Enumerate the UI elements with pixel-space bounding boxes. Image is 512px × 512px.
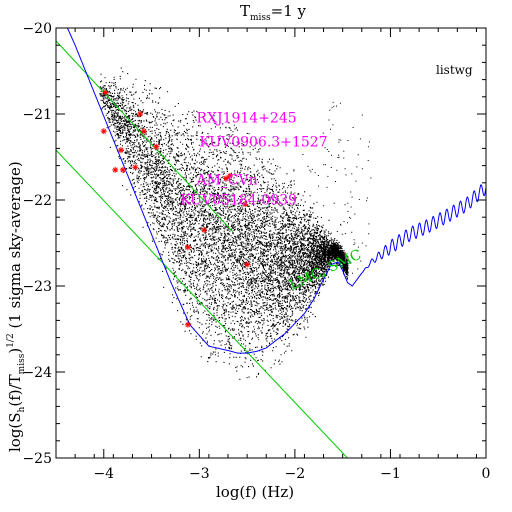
y-label-p4: miss — [17, 353, 27, 374]
y-tick-label: −20 — [22, 21, 52, 37]
curves-layer — [56, 28, 486, 458]
axis-ticks: −4 −3 −2 −1 0 −20 −21 −22 −23 −24 −25 — [22, 21, 490, 482]
x-tick-label: −2 — [285, 466, 306, 482]
annotation-label: RXJ1914+245 — [196, 111, 296, 127]
chart-title-sub: miss — [250, 13, 271, 23]
x-tick-label: 0 — [482, 466, 491, 482]
source-point — [242, 201, 249, 208]
source-point — [153, 143, 160, 150]
corner-label: listwg — [436, 63, 473, 77]
x-axis-label: log(f) (Hz) — [216, 483, 294, 501]
y-label-p7: (1 sigma sky-average) — [6, 161, 24, 333]
sensitivity-curve — [66, 28, 486, 354]
source-point — [102, 89, 109, 96]
scatter-cloud-points — [99, 67, 372, 380]
source-point — [226, 172, 233, 179]
annotation-label: KUV0906.3+1527 — [199, 135, 327, 151]
source-point — [117, 147, 124, 154]
source-point — [140, 128, 147, 135]
green-line-1 — [56, 40, 234, 233]
y-label-p6: 1/2 — [6, 333, 16, 347]
chart-title: Tmiss=1 y — [240, 2, 307, 23]
x-tick-label: −4 — [93, 466, 114, 482]
source-point — [223, 175, 230, 182]
y-tick-label: −22 — [22, 193, 52, 209]
source-point — [132, 164, 139, 171]
y-tick-label: −21 — [22, 107, 52, 123]
plot-frame — [55, 27, 487, 459]
y-label-p2: h — [17, 406, 27, 412]
y-axis-label: log(Sh(f)/Tmiss)1/2 (1 sigma sky-average… — [6, 161, 27, 452]
scatter-cloud — [99, 67, 372, 380]
y-tick-label: −24 — [22, 365, 52, 381]
y-label-p5: ) — [6, 348, 24, 354]
source-point — [184, 244, 191, 251]
source-point — [201, 227, 208, 234]
source-points — [100, 89, 251, 328]
x-tick-label: −1 — [380, 466, 401, 482]
source-point — [137, 111, 144, 117]
y-tick-label: −25 — [22, 451, 52, 467]
annotation-label: AM_CVn — [195, 173, 257, 189]
source-point — [119, 166, 126, 173]
annotation-label: KUV05184-0939 — [180, 192, 297, 208]
source-point — [244, 261, 251, 268]
source-point — [100, 128, 107, 135]
y-tick-label: −23 — [22, 279, 52, 295]
y-label-p1: log(S — [6, 412, 24, 452]
chart-title-main: T — [240, 2, 250, 20]
source-point — [184, 321, 191, 328]
chart-title-rest: =1 y — [271, 2, 307, 20]
x-tick-label: −3 — [189, 466, 210, 482]
source-point — [112, 166, 119, 173]
green-line-0 — [56, 149, 348, 458]
y-label-p3: (f)/T — [6, 374, 24, 406]
